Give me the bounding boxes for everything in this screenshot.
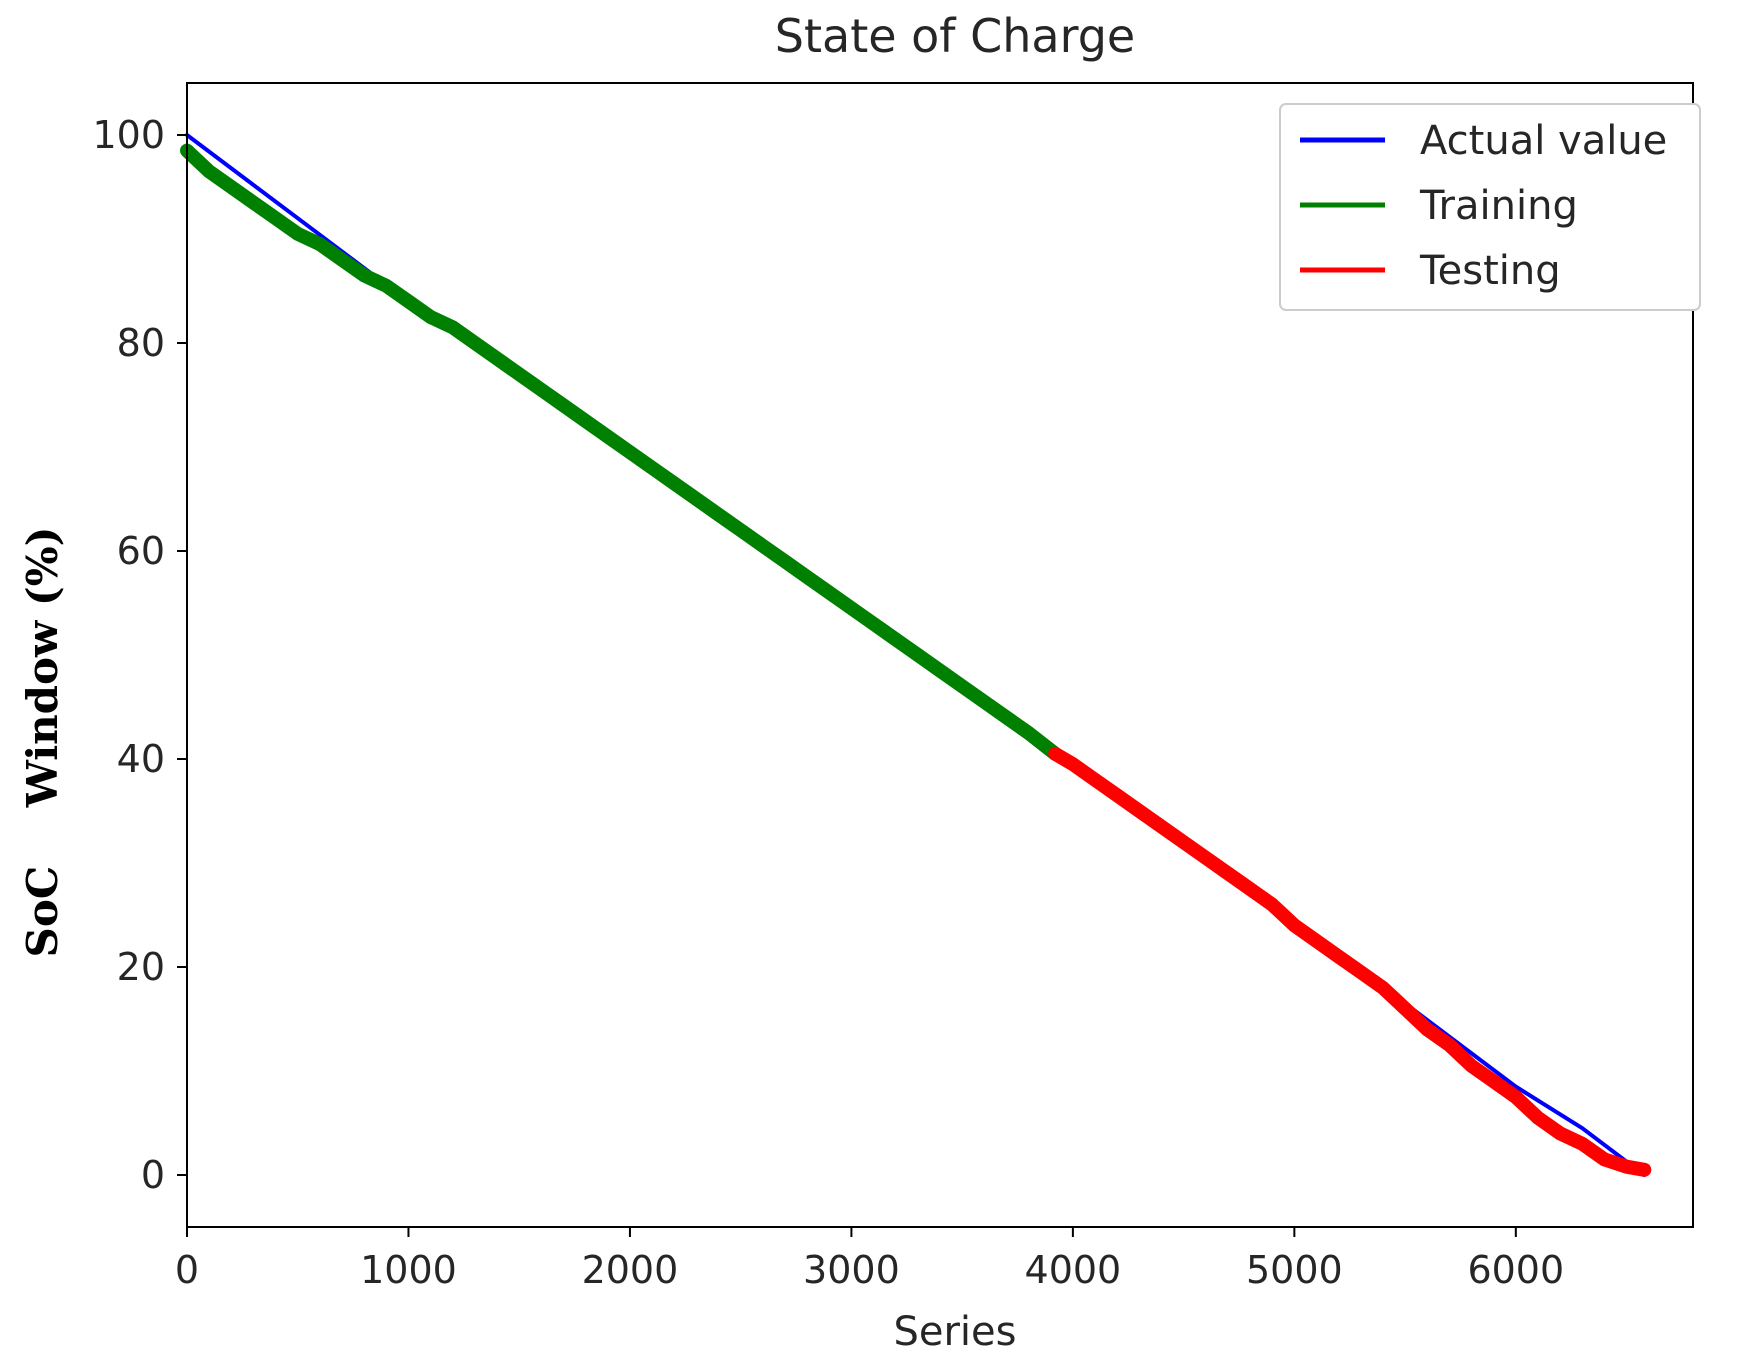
x-tick-label: 1000: [360, 1248, 457, 1292]
y-axis-ticks: 0 20 40 60 80 100: [92, 113, 187, 1197]
y-tick-label: 80: [117, 321, 165, 365]
chart-title: State of Charge: [775, 9, 1135, 63]
x-tick-label: 0: [175, 1248, 199, 1292]
y-tick-label: 20: [117, 945, 165, 989]
x-axis-label: Series: [893, 1309, 1016, 1355]
x-tick-label: 6000: [1467, 1248, 1564, 1292]
legend-box: [1279, 103, 1701, 311]
series-line-training: [180, 143, 1063, 761]
legend-label-training: Training: [1419, 183, 1578, 229]
x-tick-label: 2000: [582, 1248, 679, 1292]
y-axis-label: SoC Window (%): [18, 527, 67, 958]
x-tick-label: 4000: [1025, 1248, 1122, 1292]
x-tick-label: 5000: [1246, 1248, 1343, 1292]
x-axis-ticks: 0 1000 2000 3000 4000 5000 6000: [175, 1227, 1564, 1292]
x-tick-label: 3000: [803, 1248, 900, 1292]
plot-frame: [186, 82, 1694, 1228]
y-tick-label: 100: [92, 113, 165, 157]
y-tick-label: 60: [117, 529, 165, 573]
y-tick-label: 40: [117, 737, 165, 781]
legend-label-testing: Testing: [1419, 248, 1561, 294]
y-tick-label: 0: [141, 1153, 165, 1197]
plot-area: [180, 133, 1652, 1177]
legend-label-actual-value: Actual value: [1420, 118, 1667, 164]
legend: Actual value Training Testing: [1279, 103, 1701, 311]
series-line-testing: [1048, 746, 1652, 1177]
